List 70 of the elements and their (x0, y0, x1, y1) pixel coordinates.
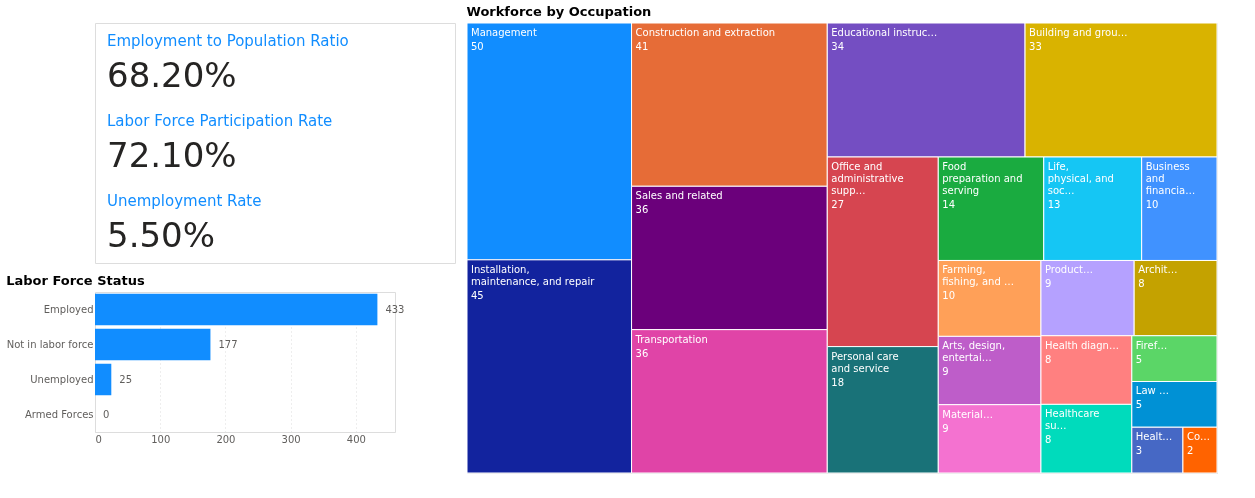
category-label: Healt… (1135, 431, 1173, 443)
category-label: Food preparation and serving (942, 161, 1023, 196)
category-label: Firef… (1135, 339, 1168, 351)
x-tick-label: 300 (281, 433, 301, 445)
category-label: Office and administrative supp… (831, 161, 904, 196)
category-label: Health diagn… (1044, 339, 1119, 351)
category-label: Construction and extraction (635, 27, 776, 38)
y-tick-label: Armed Forces (25, 408, 94, 420)
data-label: 50 (471, 41, 484, 52)
category-label: Unemployment Rate (107, 191, 262, 210)
data-label: 8 (1044, 434, 1052, 446)
bar (95, 293, 378, 326)
category-label: Material… (942, 408, 993, 420)
data-label: 34 (831, 41, 845, 52)
data-label: 10 (1145, 199, 1159, 210)
y-tick-label: Not in labor force (6, 338, 94, 350)
data-label: 5 (1135, 399, 1143, 411)
x-tick-label: 400 (346, 433, 366, 445)
data-label: 5.50% (107, 215, 216, 256)
data-label: 14 (942, 199, 956, 210)
chart-title: Labor Force Status (6, 273, 145, 288)
data-label: 72.10% (107, 135, 237, 176)
data-label: 9 (942, 366, 949, 378)
data-label: 10 (942, 290, 956, 302)
data-label: 433 (385, 303, 405, 315)
data-label: 45 (471, 289, 484, 301)
data-label: 9 (942, 422, 949, 434)
data-label: 27 (831, 199, 845, 210)
category-label: Farming, fishing, and … (942, 264, 1014, 288)
data-label: 13 (1047, 199, 1061, 210)
data-label: 8 (1138, 278, 1145, 290)
category-label: Healthcare su… (1044, 408, 1100, 432)
category-label: Personal care and service (831, 350, 899, 374)
bar (95, 363, 112, 396)
category-label: Installation, maintenance, and repair (471, 263, 596, 287)
category-label: Product… (1044, 264, 1093, 276)
data-label: 0 (103, 408, 110, 420)
category-label: Transportation (634, 333, 708, 345)
category-label: Co… (1186, 431, 1211, 443)
category-label: Business and financia… (1145, 161, 1196, 196)
data-label: 36 (635, 347, 649, 359)
text: Workforce by Occupation (466, 3, 652, 19)
category-label: Building and grou… (1029, 27, 1128, 38)
x-tick-label: 200 (216, 433, 236, 445)
category-label: Law … (1135, 385, 1169, 397)
data-label: 68.20% (107, 55, 237, 96)
category-label: Educational instruc… (831, 27, 938, 38)
x-tick-label: 0 (95, 433, 102, 445)
data-label: 18 (831, 376, 845, 388)
x-tick-label: 100 (151, 433, 171, 445)
data-label: 9 (1044, 278, 1052, 290)
category-label: Labor Force Participation Rate (107, 111, 333, 130)
category-label: Archit… (1138, 264, 1178, 276)
data-label: 2 (1186, 445, 1194, 457)
category-label: Life, physical, and soc… (1047, 161, 1114, 196)
data-label: 36 (635, 204, 649, 216)
category-label: Management (471, 27, 537, 38)
data-label: 8 (1044, 353, 1052, 365)
category-label: Arts, design, entertai… (942, 340, 1006, 364)
bar (95, 328, 211, 361)
category-label: Employment to Population Ratio (107, 31, 349, 50)
category-label: Sales and related (635, 190, 723, 202)
data-label: 41 (635, 41, 649, 52)
data-label: 177 (218, 338, 238, 350)
data-label: 33 (1029, 41, 1042, 52)
y-tick-label: Unemployed (30, 373, 94, 385)
data-label: 25 (119, 373, 133, 385)
data-label: 3 (1135, 445, 1143, 457)
y-tick-label: Employed (43, 303, 94, 315)
data-label: 5 (1135, 353, 1143, 365)
